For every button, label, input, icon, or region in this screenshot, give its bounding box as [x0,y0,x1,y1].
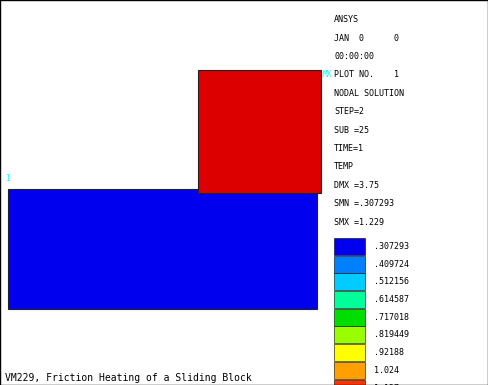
Text: MX: MX [322,70,331,79]
Text: NODAL SOLUTION: NODAL SOLUTION [334,89,404,98]
Text: TEMP: TEMP [334,162,354,171]
Bar [334,326,365,343]
Text: PLOT NO.    1: PLOT NO. 1 [334,70,399,79]
Text: .512156: .512156 [374,277,408,286]
Bar [198,70,321,192]
Text: .92188: .92188 [374,348,404,357]
Bar [334,309,365,326]
Text: .819449: .819449 [374,330,408,340]
Bar [334,380,365,385]
Text: 1.127: 1.127 [374,383,399,385]
Text: TIME=1: TIME=1 [334,144,364,153]
Text: STEP=2: STEP=2 [334,107,364,116]
Text: .614587: .614587 [374,295,408,304]
Text: .409724: .409724 [374,259,408,269]
Text: JAN  0      0: JAN 0 0 [334,33,399,42]
Bar [334,291,365,308]
Text: DMX =3.75: DMX =3.75 [334,181,379,190]
Text: 00:00:00: 00:00:00 [334,52,374,61]
Text: .717018: .717018 [374,313,408,322]
Bar [334,344,365,361]
Bar [334,238,365,255]
Bar [334,256,365,273]
Bar [8,189,317,309]
Text: 1.024: 1.024 [374,366,399,375]
Bar [334,362,365,379]
Text: .307293: .307293 [374,242,408,251]
Text: 1: 1 [5,174,9,183]
Text: ANSYS: ANSYS [334,15,359,24]
Text: SUB =25: SUB =25 [334,126,369,135]
Text: SMX =1.229: SMX =1.229 [334,218,384,227]
Bar [334,273,365,290]
Text: VM229, Friction Heating of a Sliding Block: VM229, Friction Heating of a Sliding Blo… [5,373,252,383]
Text: SMN =.307293: SMN =.307293 [334,199,394,208]
